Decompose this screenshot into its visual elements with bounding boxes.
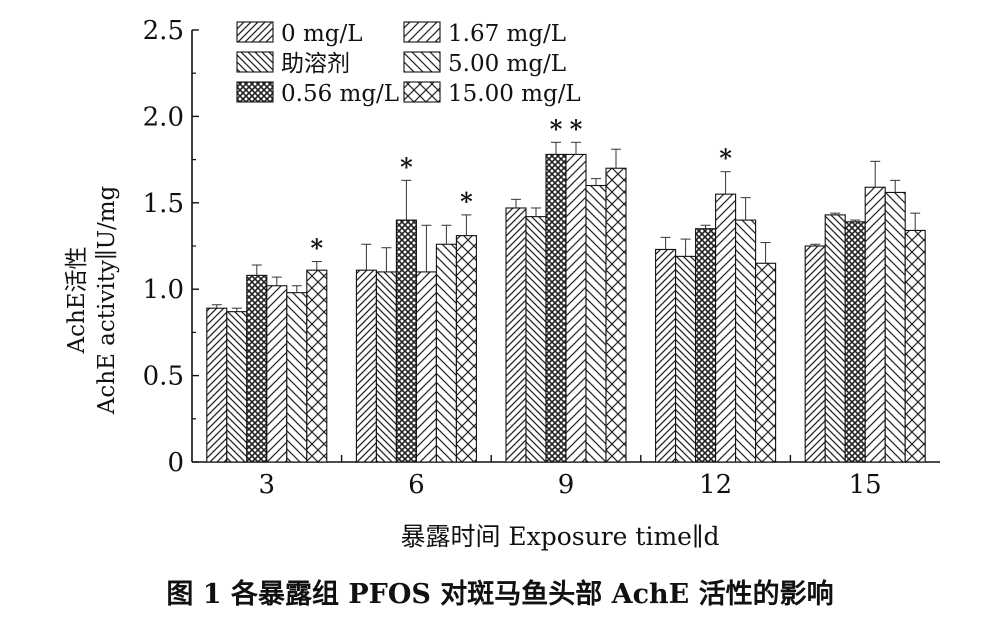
bar (735, 219, 757, 463)
bar (715, 193, 737, 463)
bar (675, 255, 697, 463)
y-tick-label: 1.5 (143, 189, 184, 219)
legend-swatch (403, 51, 441, 73)
legend-swatch (236, 51, 274, 73)
bar (505, 207, 527, 463)
bar (545, 153, 567, 463)
x-tick-label: 15 (849, 470, 882, 500)
legend-label: 0.56 mg/L (281, 81, 399, 107)
x-tick-label: 3 (259, 470, 276, 500)
figure-caption: 图 1 各暴露组 PFOS 对斑马鱼头部 AchE 活性的影响 (166, 579, 834, 610)
significance-marker: * (460, 187, 473, 216)
bar (415, 271, 437, 463)
legend-label: 助溶剂 (281, 51, 350, 77)
bar (355, 269, 377, 463)
legend-swatch (236, 81, 274, 103)
bar (375, 271, 397, 463)
bar (395, 219, 417, 463)
bar (435, 243, 457, 463)
bar (695, 228, 717, 463)
bar (824, 214, 846, 463)
bar (246, 274, 268, 463)
y-tick-label: 2.0 (143, 102, 184, 132)
bar (266, 285, 288, 463)
x-axis-label: 暴露时间 Exposure time∥d (400, 522, 719, 551)
bar (565, 153, 587, 463)
legend-label: 15.00 mg/L (448, 81, 581, 107)
significance-marker: * (311, 234, 324, 263)
bar (455, 235, 477, 463)
bar (585, 184, 607, 463)
bar (755, 262, 777, 463)
y-tick-label: 0 (167, 448, 184, 478)
legend-label: 5.00 mg/L (448, 51, 566, 77)
bar (306, 269, 328, 463)
y-tick-label: 1.0 (143, 275, 184, 305)
y-tick-label: 2.5 (143, 16, 184, 46)
bar (655, 248, 677, 463)
x-tick-label: 12 (699, 470, 732, 500)
axes: 0 0.5 1.0 1.5 2.0 2.5 3 6 9 12 15 (143, 16, 940, 500)
bar (804, 245, 826, 463)
bar (226, 311, 248, 463)
bar (904, 229, 926, 463)
bar (525, 216, 547, 463)
chart-svg: 00.51.01.52.02.53 6 9 12 15 **** ** 0 mg/L助溶剂… (64, 16, 940, 551)
bar (884, 191, 906, 463)
bar (206, 307, 228, 463)
legend-swatch (403, 81, 441, 103)
significance-marker: * (550, 114, 563, 143)
bar (605, 167, 627, 463)
bar (286, 292, 308, 463)
y-tick-label: 0.5 (143, 362, 184, 392)
legend-label: 0 mg/L (281, 21, 363, 47)
bars-group: **** ** (206, 114, 926, 463)
y-axis-label-line2: AchE activity∥U/mg (94, 185, 120, 415)
legend: 0 mg/L 助溶剂 0.56 mg/L 1.67 mg/L 5.00 mg/L 15.0… (236, 21, 581, 107)
x-tick-label: 6 (408, 470, 425, 500)
significance-marker: * (570, 114, 583, 143)
x-tick-label: 9 (558, 470, 575, 500)
bar (864, 186, 886, 463)
significance-marker: * (719, 144, 732, 173)
legend-swatch (236, 21, 274, 43)
bar (844, 221, 866, 463)
significance-marker: * (400, 152, 413, 181)
y-axis-label-line1: AchE活性 (64, 246, 90, 354)
legend-swatch (403, 21, 441, 43)
legend-label: 1.67 mg/L (448, 21, 566, 47)
